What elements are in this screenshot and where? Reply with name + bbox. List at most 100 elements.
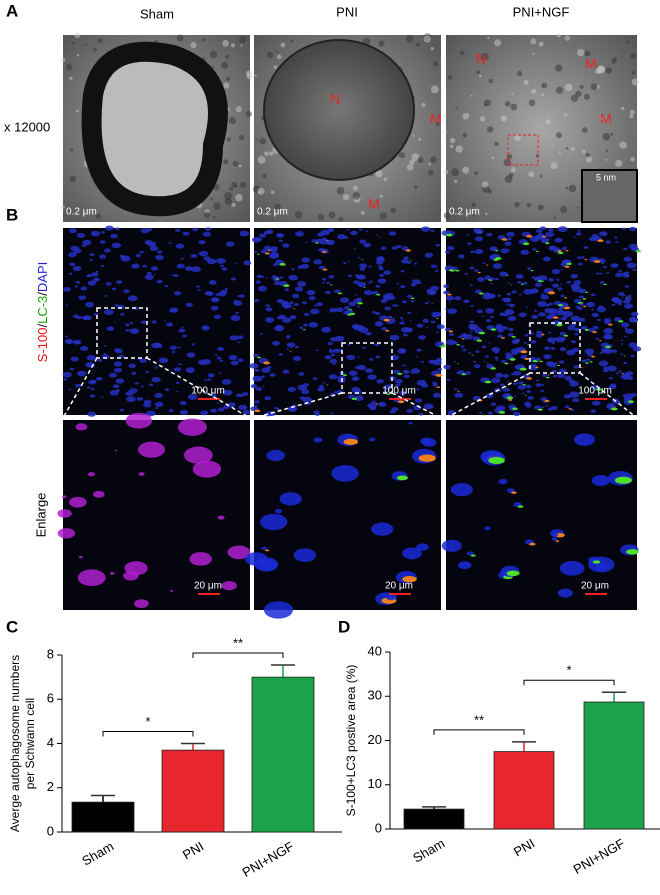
cell	[190, 253, 198, 258]
cell	[192, 460, 222, 478]
cell	[610, 263, 619, 268]
cell	[298, 372, 305, 376]
cell	[254, 404, 258, 407]
texture	[531, 88, 537, 94]
cell	[558, 360, 565, 364]
lc3	[511, 491, 517, 494]
texture	[579, 84, 584, 89]
cell	[410, 299, 415, 303]
texture	[280, 42, 286, 48]
cell	[485, 308, 495, 314]
cell	[489, 255, 496, 259]
texture	[553, 216, 556, 220]
cell	[367, 374, 377, 380]
cell	[502, 373, 510, 378]
cell	[529, 236, 540, 242]
cell	[615, 272, 623, 278]
cell	[499, 383, 505, 387]
cell	[183, 446, 213, 464]
cell	[178, 328, 186, 333]
texture	[470, 94, 473, 97]
texture	[231, 202, 236, 207]
lc3	[457, 390, 460, 392]
cell	[176, 390, 179, 393]
cell	[111, 287, 117, 291]
lc3	[511, 335, 516, 338]
cell	[403, 374, 410, 379]
cell	[399, 321, 405, 325]
cell	[148, 383, 154, 387]
lc3	[486, 264, 489, 266]
cell	[65, 304, 69, 307]
cell	[436, 313, 442, 316]
cell	[384, 306, 391, 311]
cell	[551, 268, 561, 275]
lc3	[405, 249, 411, 252]
panel-label: B	[6, 205, 18, 224]
scale-bar: 0.2 μm	[257, 207, 288, 218]
lc3	[383, 318, 390, 322]
lc3	[490, 328, 497, 331]
cell	[89, 394, 96, 398]
cell	[208, 280, 217, 285]
y-tick-label: 8	[47, 646, 54, 661]
cell	[531, 314, 539, 319]
cell	[219, 264, 224, 267]
cell	[470, 250, 475, 254]
texture	[564, 35, 571, 41]
cell	[263, 358, 267, 361]
cell	[496, 405, 506, 412]
cell	[443, 364, 451, 370]
texture	[539, 174, 543, 178]
cell	[114, 367, 123, 373]
cell	[435, 243, 441, 247]
scale-bar: 0.2 μm	[66, 207, 97, 218]
cell	[623, 247, 628, 251]
cell	[170, 274, 174, 276]
cell	[274, 325, 284, 332]
cell	[178, 363, 182, 366]
cell	[596, 306, 607, 313]
lc3	[566, 262, 572, 265]
cell	[558, 317, 562, 320]
cell	[289, 315, 297, 320]
texture	[76, 53, 80, 57]
cell	[330, 412, 334, 415]
cell	[630, 378, 633, 381]
cell	[356, 305, 360, 308]
cell	[588, 328, 595, 333]
texture	[223, 82, 230, 89]
cell	[369, 437, 376, 442]
lc3	[478, 292, 484, 295]
cell	[144, 274, 154, 280]
cell	[560, 337, 566, 341]
cell	[458, 561, 472, 570]
cell	[380, 246, 387, 250]
cell	[322, 278, 327, 281]
cell	[410, 368, 421, 374]
lc3	[501, 337, 506, 339]
cell	[547, 277, 554, 282]
cell	[578, 317, 586, 322]
cell	[615, 241, 619, 244]
cell	[402, 395, 406, 397]
cell	[382, 294, 390, 299]
texture	[530, 38, 537, 45]
cell	[210, 408, 218, 413]
cell	[446, 245, 455, 251]
lc3	[396, 475, 408, 481]
cell	[74, 285, 78, 288]
lc3	[584, 258, 588, 261]
texture	[541, 93, 544, 97]
cell	[85, 301, 95, 308]
cell	[437, 367, 443, 371]
cell	[358, 228, 363, 231]
texture	[577, 206, 580, 209]
texture	[213, 202, 221, 210]
lc3	[361, 259, 364, 260]
zoom-box	[341, 342, 393, 394]
lc3	[547, 374, 550, 376]
cell	[489, 277, 495, 281]
cell	[104, 248, 111, 253]
texture	[545, 119, 551, 125]
